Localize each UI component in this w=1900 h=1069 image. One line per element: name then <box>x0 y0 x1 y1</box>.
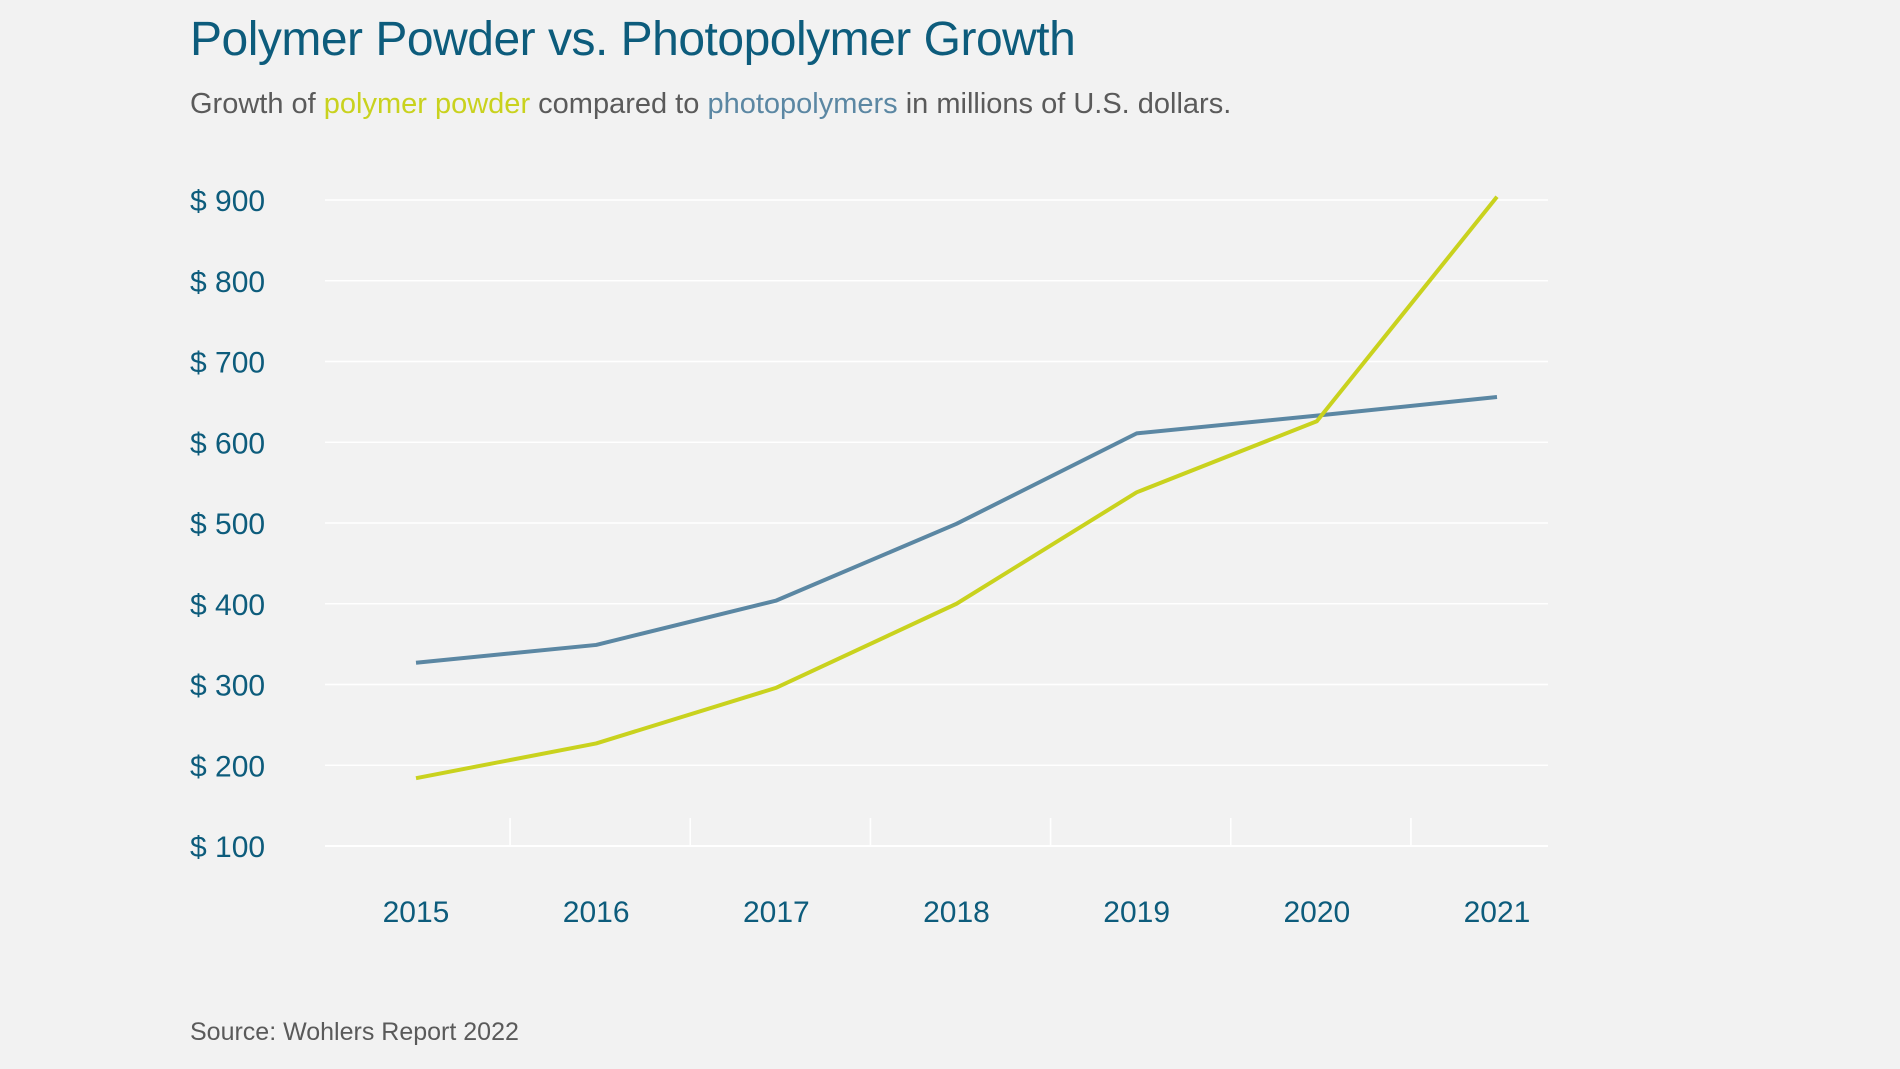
x-tick-label: 2019 <box>1103 896 1170 929</box>
series-line-photopolymers <box>415 395 1498 665</box>
subtitle-polymer-powder: polymer powder <box>323 88 531 120</box>
x-tick-label: 2016 <box>563 896 630 929</box>
x-tick-label: 2018 <box>923 896 990 929</box>
subtitle-photopolymers: photopolymers <box>707 88 898 120</box>
y-tick-label: $ 100 <box>190 831 265 864</box>
y-tick-label: $ 400 <box>190 589 265 622</box>
y-tick-label: $ 500 <box>190 508 265 541</box>
chart-title: Polymer Powder vs. Photopolymer Growth <box>190 13 1076 66</box>
chart-subtitle: Growth of polymer powder compared to pho… <box>190 88 1231 121</box>
x-tick-label: 2021 <box>1464 896 1531 929</box>
series-line-polymer-powder <box>415 195 1499 781</box>
y-tick-label: $ 300 <box>190 670 265 703</box>
x-tick-label: 2017 <box>743 896 810 929</box>
x-tick-label: 2015 <box>383 896 450 929</box>
y-tick-label: $ 600 <box>190 427 265 460</box>
y-tick-label: $ 200 <box>190 750 265 783</box>
y-tick-label: $ 900 <box>190 185 265 218</box>
source-note: Source: Wohlers Report 2022 <box>190 1018 519 1046</box>
subtitle-prefix: Growth of <box>190 88 324 120</box>
y-tick-label: $ 800 <box>190 266 265 299</box>
subtitle-middle: compared to <box>530 88 708 120</box>
subtitle-suffix: in millions of U.S. dollars. <box>897 88 1232 120</box>
y-tick-label: $ 700 <box>190 347 265 380</box>
x-tick-label: 2020 <box>1283 896 1350 929</box>
